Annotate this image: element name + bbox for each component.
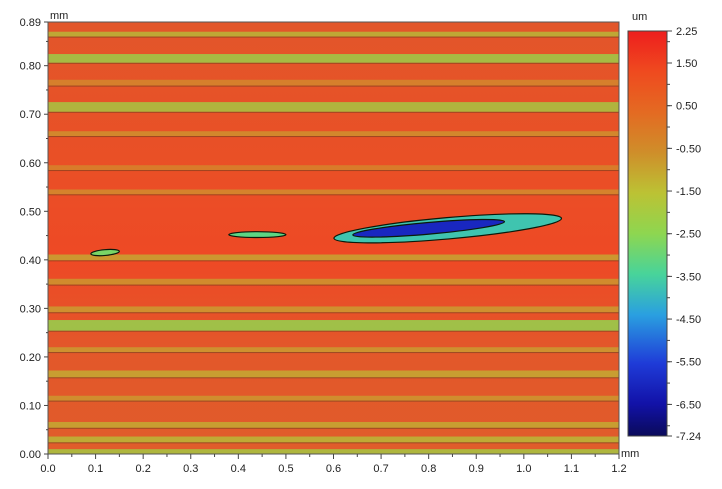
height-band-4	[48, 131, 619, 137]
y-tick-label: 0.30	[20, 303, 41, 315]
y-tick-label: 0.40	[20, 255, 41, 267]
x-tick-label: 0.9	[469, 463, 484, 475]
colorbar-tick-label: 2.25	[676, 26, 697, 38]
height-band-16	[48, 449, 619, 454]
x-tick-label: 0.0	[40, 463, 55, 475]
x-tick-label: 0.3	[183, 463, 198, 475]
band-edge-8	[48, 284, 619, 286]
plot-area	[47, 21, 620, 455]
y-tick-label: 0.00	[20, 449, 41, 461]
band-edge-2	[48, 85, 619, 87]
colorbar-tick-label: -6.50	[676, 399, 701, 411]
band-edge-6	[48, 194, 619, 196]
band-edge-14	[48, 427, 619, 429]
colorbar-tick-label: -1.50	[676, 186, 701, 198]
colorbar-tick-label: 0.50	[676, 101, 697, 113]
height-bands	[48, 31, 619, 454]
colorbar-tick-label: 1.50	[676, 58, 697, 70]
height-band-14	[48, 421, 619, 428]
height-band-15	[48, 436, 619, 443]
x-tick-label: 1.1	[564, 463, 579, 475]
band-edge-13	[48, 400, 619, 402]
colorbar: um 2.25 1.50 0.50 -0.50 -1.50 -2.50 -3.50 -4.50…	[627, 11, 701, 443]
height-band-12	[48, 370, 619, 378]
y-tick-label: 0.20	[20, 352, 41, 364]
band-edge-3	[48, 111, 619, 113]
x-axis-unit: mm	[621, 448, 639, 460]
height-band-7	[48, 254, 619, 261]
colorbar-unit: um	[632, 11, 647, 23]
band-edge-11	[48, 352, 619, 354]
band-edge-7	[48, 260, 619, 262]
height-band-0	[48, 31, 619, 37]
x-tick-label: 0.8	[421, 463, 436, 475]
colorbar-gradient-bar	[627, 30, 668, 437]
height-band-5	[48, 165, 619, 171]
height-band-13	[48, 395, 619, 401]
x-tick-label: 1.2	[611, 463, 626, 475]
x-axis: 0.0 0.1 0.2 0.3 0.4 0.5 0.6 0.7 0.8 0.9 1.0 1.1 1.2	[40, 454, 627, 475]
height-band-1	[48, 54, 619, 63]
height-band-11	[48, 347, 619, 353]
x-tick-label: 0.2	[136, 463, 151, 475]
y-tick-label: 0.80	[20, 61, 41, 73]
y-tick-label: 0.50	[20, 206, 41, 218]
band-edge-1	[48, 62, 619, 64]
y-axis-unit: mm	[50, 10, 68, 22]
defect-1	[352, 218, 506, 238]
colorbar-tick-label: -7.24	[676, 431, 701, 443]
colorbar-tick-label: -3.50	[676, 271, 701, 283]
colorbar-tick-label: -0.50	[676, 143, 701, 155]
x-tick-label: 0.4	[231, 463, 246, 475]
colorbar-tick-label: -2.50	[676, 229, 701, 241]
height-band-8	[48, 278, 619, 285]
x-tick-label: 0.7	[373, 463, 388, 475]
colorbar-tick-label: -4.50	[676, 314, 701, 326]
y-tick-label: 0.60	[20, 158, 41, 170]
band-edge-12	[48, 377, 619, 379]
x-tick-label: 1.0	[516, 463, 531, 475]
x-tick-label: 0.5	[278, 463, 293, 475]
height-band-2	[48, 79, 619, 86]
colorbar-ticks: 2.25 1.50 0.50 -0.50 -1.50 -2.50 -3.50 -4.50 -5.…	[667, 26, 701, 443]
band-edge-9	[48, 312, 619, 314]
height-band-10	[48, 320, 619, 331]
height-band-6	[48, 189, 619, 195]
band-edge-15	[48, 442, 619, 444]
y-axis: 0.00 0.10 0.20 0.30 0.40 0.50 0.60 0.70 0.80 0.89	[20, 17, 48, 461]
height-band-3	[48, 102, 619, 112]
y-tick-label: 0.10	[20, 400, 41, 412]
band-edge-4	[48, 136, 619, 138]
x-tick-label: 0.1	[88, 463, 103, 475]
x-tick-label: 0.6	[326, 463, 341, 475]
defect-marks	[90, 213, 563, 257]
height-band-9	[48, 306, 619, 313]
defect-2	[228, 231, 287, 239]
defect-3	[90, 248, 120, 257]
band-edge-5	[48, 170, 619, 172]
y-tick-label: 0.89	[20, 17, 41, 29]
band-edge-10	[48, 330, 619, 332]
colorbar-tick-label: -5.50	[676, 357, 701, 369]
band-edge-0	[48, 36, 619, 38]
y-tick-label: 0.70	[20, 109, 41, 121]
